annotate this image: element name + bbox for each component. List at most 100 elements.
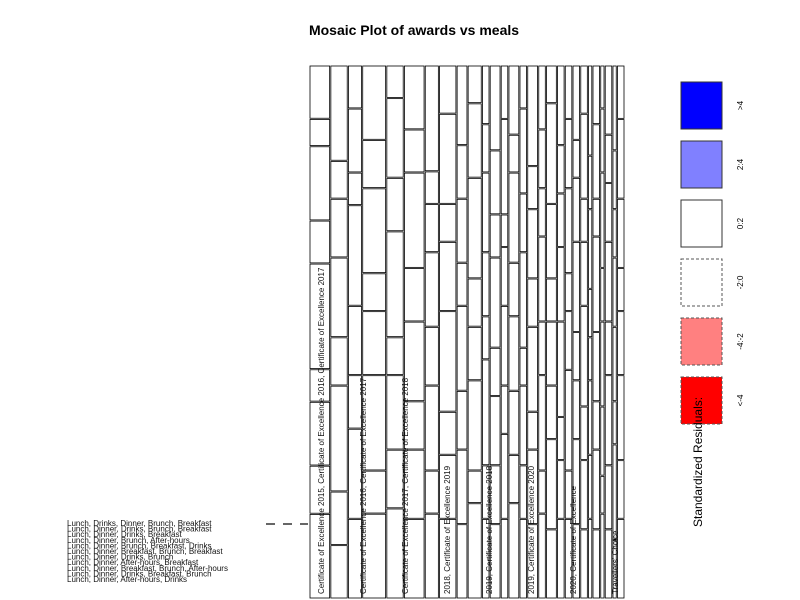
- mosaic-tile: [572, 140, 580, 178]
- mosaic-tile: [588, 65, 593, 156]
- mosaic-tile: [600, 406, 605, 476]
- mosaic-tile: [580, 241, 588, 306]
- mosaic-tile: [500, 119, 509, 215]
- mosaic-tile: [489, 465, 501, 524]
- x-tick-label: 2019, Certificate of Excellence 2020: [527, 465, 536, 594]
- mosaic-tile: [612, 209, 617, 258]
- mosaic-tile: [348, 108, 362, 173]
- mosaic-tile: [519, 65, 527, 109]
- mosaic-tile: [612, 326, 617, 402]
- mosaic-tile: [592, 449, 600, 530]
- mosaic-tile: [519, 519, 527, 599]
- mosaic-tile: [580, 406, 588, 460]
- mosaic-tile: [604, 134, 613, 183]
- mosaic-tile: [600, 321, 605, 407]
- mosaic-tile: [482, 252, 490, 317]
- mosaic-tile: [348, 428, 362, 519]
- mosaic-tile: [588, 337, 593, 381]
- mosaic-tile: [482, 519, 490, 599]
- mosaic-tile: [386, 508, 404, 599]
- mosaic-tile: [580, 113, 588, 199]
- mosaic-tile: [592, 198, 600, 237]
- mosaic-tile: [404, 449, 425, 519]
- mosaic-tile: [489, 524, 501, 599]
- mosaic-tile: [330, 337, 348, 386]
- mosaic-tile: [519, 347, 527, 386]
- mosaic-tile: [557, 65, 565, 145]
- mosaic-tile: [617, 460, 625, 519]
- legend: >4 2:4 0:2 -2:0 -4:-2 <-4: [680, 81, 745, 425]
- mosaic-tile: [508, 455, 520, 503]
- mosaic-tile: [467, 65, 482, 104]
- mosaic-tile: [617, 65, 625, 119]
- mosaic-tile: [489, 150, 501, 215]
- mosaic-tile: [612, 444, 617, 540]
- mosaic-tile: [588, 455, 593, 519]
- mosaic-tile: [557, 460, 565, 519]
- mosaic-tile: [467, 177, 482, 279]
- mosaic-tile: [309, 119, 331, 146]
- mosaic-tile: [330, 161, 348, 199]
- mosaic-tile: [604, 183, 613, 242]
- mosaic-tiles: [309, 65, 625, 599]
- mosaic-tile: [538, 236, 546, 322]
- mosaic-tile: [404, 129, 425, 173]
- mosaic-tile: [489, 396, 501, 466]
- mosaic-tile: [580, 529, 588, 599]
- y-tick-label: Lunch, Dinner, After-hours, Drinks: [67, 575, 187, 584]
- legend-swatch: [680, 199, 723, 248]
- mosaic-tile: [557, 321, 565, 417]
- mosaic-tile: [309, 369, 331, 402]
- mosaic-tile: [362, 65, 387, 140]
- mosaic-tile: [309, 465, 331, 514]
- mosaic-tile: [538, 321, 546, 375]
- legend-swatch: [680, 81, 723, 130]
- mosaic-tile: [424, 65, 439, 172]
- mosaic-tile: [508, 65, 520, 135]
- mosaic-tile: [330, 257, 348, 338]
- mosaic-tile: [546, 204, 557, 279]
- x-tick-label: 2019, Certificate of Excellence 2018: [485, 465, 494, 594]
- mosaic-tile: [564, 311, 573, 370]
- x-tick-label: 2018, Certificate of Excellence 2019: [443, 465, 452, 594]
- mosaic-tile: [362, 513, 387, 599]
- mosaic-tile: [309, 65, 331, 119]
- mosaic-tile: [467, 278, 482, 327]
- mosaic-tile: [572, 65, 580, 140]
- mosaic-tile: [500, 385, 509, 434]
- x-tick-label: Certificate of Excellence 2017, Certific…: [401, 377, 410, 594]
- mosaic-tile: [538, 129, 546, 189]
- mosaic-tile: [362, 470, 387, 514]
- mosaic-tile: [467, 503, 482, 599]
- mosaic-tile: [592, 65, 600, 124]
- legend-label: -4:-2: [736, 333, 745, 350]
- mosaic-tile: [617, 198, 625, 268]
- mosaic-tile: [592, 124, 600, 199]
- mosaic-tile: [439, 311, 457, 412]
- mosaic-tile: [456, 449, 468, 524]
- y-tick-label: Lunch, Dinner, Drinks, Brunch: [67, 553, 173, 562]
- y-tick-labels: Lunch, Drinks, Dinner, Brunch, Breakfast…: [67, 519, 308, 584]
- mosaic-tile: [600, 513, 605, 599]
- mosaic-tile: [564, 273, 573, 311]
- mosaic-tile: [557, 193, 565, 247]
- legend-label: -2:0: [736, 275, 745, 289]
- mosaic-tile: [348, 519, 362, 599]
- mosaic-tile: [508, 390, 520, 455]
- mosaic-tile: [538, 375, 546, 471]
- mosaic-tile: [546, 439, 557, 530]
- mosaic-tile: [612, 401, 617, 445]
- mosaic-tile: [546, 529, 557, 599]
- mosaic-tile: [362, 375, 387, 471]
- mosaic-tile: [508, 262, 520, 317]
- mosaic-tile: [348, 65, 362, 109]
- y-tick-label: Lunch, Drinks, Dinner, Brunch, Breakfast: [67, 519, 212, 528]
- mosaic-tile: [386, 65, 404, 98]
- mosaic-tile: [546, 385, 557, 439]
- mosaic-tile: [538, 65, 546, 130]
- legend-label: 0:2: [736, 217, 745, 229]
- x-tick-label: Travellers' Choice: [611, 530, 620, 594]
- mosaic-tile: [386, 337, 404, 375]
- mosaic-tile: [538, 513, 546, 599]
